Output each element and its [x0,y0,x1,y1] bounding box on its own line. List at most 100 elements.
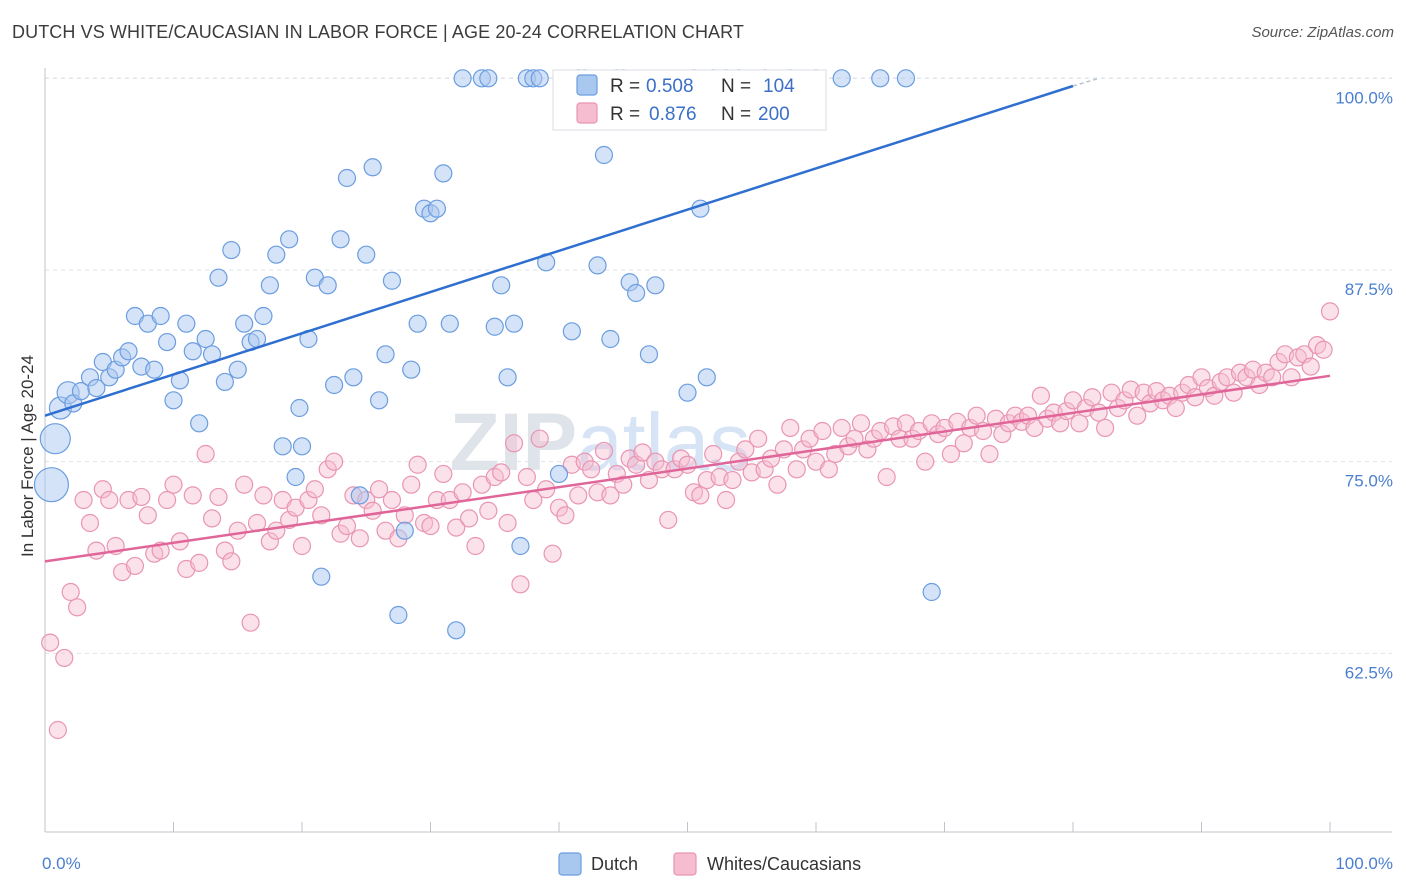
point-whites [1320,302,1340,321]
point-dutch [389,605,408,625]
point-dutch [222,240,241,260]
point-dutch [325,375,344,395]
point-dutch [209,268,228,287]
point-whites [1224,383,1243,402]
point-dutch [504,314,524,333]
point-dutch [145,360,164,379]
point-dutch [39,423,71,455]
y-tick-label: 62.5% [1345,663,1393,682]
point-whites [466,536,485,556]
y-tick-label: 75.0% [1345,472,1393,491]
point-dutch [440,314,459,333]
point-dutch [273,437,292,456]
point-whites [222,552,241,571]
point-whites [691,486,710,505]
point-dutch [922,582,941,602]
point-whites [492,463,511,482]
point-whites [325,452,344,471]
point-whites [1308,336,1327,355]
bottom-legend-label-whites: Whites/Caucasians [707,854,861,874]
point-whites [479,501,498,520]
point-whites [305,480,324,499]
x-tick-label: 0.0% [42,854,81,873]
chart-source: Source: ZipAtlas.com [1251,24,1394,41]
y-tick-label: 87.5% [1345,280,1393,299]
point-dutch [697,368,716,387]
point-dutch [549,464,569,484]
point-dutch [350,486,369,505]
legend-r-label-whites: R = [610,104,640,125]
point-whites [254,486,273,505]
y-axis-label: In Labor Force | Age 20-24 [18,355,37,557]
point-dutch [479,69,498,88]
point-dutch [453,69,472,88]
point-whites [299,490,318,510]
point-whites [241,613,260,632]
point-whites [511,575,530,594]
point-whites [851,414,871,433]
point-dutch [190,414,209,433]
y-tick-label: 100.0% [1335,88,1393,107]
point-whites [1256,363,1275,382]
point-dutch [530,69,549,88]
legend-box: R = 0.508 N = 104 R = 0.876 N = 200 [552,69,827,131]
point-dutch [395,521,414,540]
point-whites [228,521,247,540]
point-dutch [588,256,607,275]
point-whites [569,486,588,505]
point-whites [337,516,357,536]
bottom-legend-swatch-dutch [558,852,582,876]
point-dutch [318,276,337,295]
point-dutch [601,329,620,349]
point-whites [459,509,479,528]
point-whites [1070,414,1089,433]
point-whites [138,506,157,525]
point-dutch [492,276,511,295]
tick-labels: 62.5% 75.0% 87.5% 100.0% 0.0% 100.0% [42,88,1393,873]
point-dutch [678,383,697,402]
point-dutch [626,283,646,303]
point-whites [736,440,755,459]
point-whites [61,582,80,602]
legend-swatch-whites [576,102,598,124]
point-dutch [562,322,581,341]
point-whites [190,553,209,572]
point-dutch [33,467,70,503]
point-whites [1083,388,1102,407]
point-dutch [215,372,234,392]
point-whites [408,455,427,474]
point-dutch [292,437,312,456]
point-dutch [260,276,279,295]
point-dutch [196,329,215,349]
point-whites [434,464,453,484]
point-whites [164,475,183,494]
point-dutch [485,317,504,336]
trend-line-dutch [44,84,1074,417]
legend-r-value-whites: 0.876 [649,104,697,125]
point-whites [967,406,986,425]
legend-n-value-whites: 200 [758,104,790,125]
point-dutch [151,306,170,326]
point-whites [370,480,389,499]
point-whites [125,556,145,576]
point-dutch [646,276,665,295]
point-whites [504,434,524,453]
point-dutch [434,164,453,183]
point-whites [1166,398,1185,418]
x-tick-label: 100.0% [1335,854,1393,873]
point-whites [781,418,800,438]
point-dutch [290,398,309,418]
point-whites [183,486,202,505]
point-whites [749,429,768,448]
point-dutch [177,314,196,333]
point-whites [485,467,504,487]
point-whites [55,648,74,668]
point-whites [659,510,678,530]
point-whites [157,490,177,510]
point-whites [556,506,575,525]
bottom-legend-label-dutch: Dutch [591,854,638,874]
point-whites [517,467,536,487]
legend-n-label-whites: N = [721,104,751,125]
point-whites [447,518,466,537]
